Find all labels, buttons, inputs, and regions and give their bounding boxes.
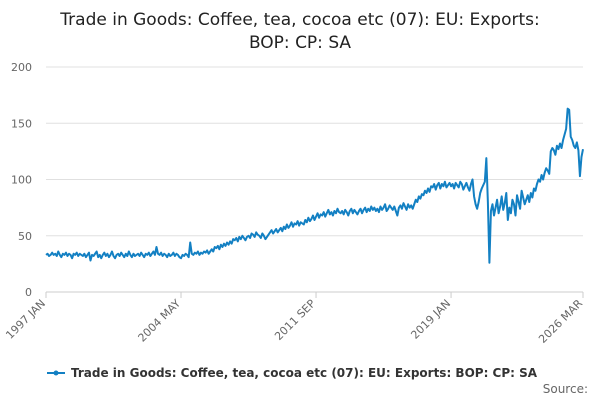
y-tick-label: 200 [11, 61, 32, 74]
series-line [45, 107, 584, 264]
y-tick-label: 50 [18, 230, 32, 243]
x-tick-label: 2004 MAY [135, 297, 183, 345]
y-tick-label: 150 [11, 117, 32, 130]
y-tick-label: 0 [25, 286, 32, 299]
x-tick-label: 1997 JAN [3, 297, 48, 342]
x-tick-label: 2019 JAN [408, 297, 453, 342]
x-tick-label: 2026 MAR [536, 297, 585, 346]
y-tick-label: 100 [11, 174, 32, 187]
source: Source: [543, 382, 588, 396]
x-tick-label: 2011 SEP [272, 297, 318, 343]
chart-title: Trade in Goods: Coffee, tea, cocoa etc (… [59, 10, 539, 53]
legend-label: Trade in Goods: Coffee, tea, cocoa etc (… [71, 366, 538, 380]
legend-marker [53, 370, 59, 376]
